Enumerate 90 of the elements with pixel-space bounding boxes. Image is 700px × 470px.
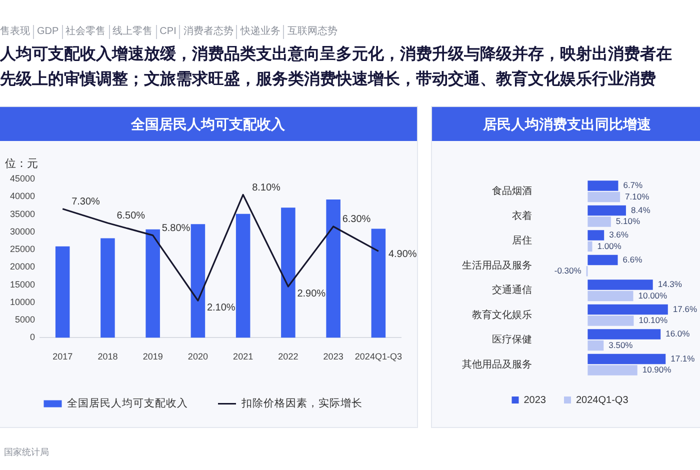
y-tick-label: 25000: [10, 244, 36, 254]
data-label: 17.1%: [670, 353, 696, 364]
bar: [588, 241, 592, 252]
y-tick-label: 0: [30, 332, 36, 342]
y-tick-label: 食品烟酒: [492, 185, 532, 198]
bar: [326, 199, 340, 338]
y-tick-label: 5000: [14, 314, 36, 325]
bar: [588, 280, 653, 290]
text: GDP: [33, 25, 62, 39]
text: 社会零售: [62, 25, 109, 39]
x-tick-label: 2021: [233, 352, 254, 362]
bar: [588, 192, 620, 202]
legend-label: 2023: [524, 394, 546, 406]
y-tick-label: 其他用品及服务: [462, 358, 532, 370]
y-tick-label: 10000: [10, 296, 36, 307]
x-tick-label: 2022: [278, 352, 298, 362]
y-tick-label: 生活用品及服务: [462, 259, 532, 272]
bar: [588, 340, 604, 351]
data-label: 4.90%: [388, 248, 417, 260]
y-tick-label: 衣着: [512, 210, 532, 222]
chart-title: 全国居民人均可支配收入: [131, 115, 285, 133]
text: CPI: [156, 25, 180, 39]
data-label: 6.30%: [342, 214, 371, 226]
x-tick-label: 2017: [52, 352, 73, 362]
text: 线上零售: [108, 25, 156, 39]
data-label: 5.80%: [162, 223, 190, 234]
bar: [371, 228, 386, 338]
data-label: 7.10%: [625, 191, 650, 202]
y-tick-label: 20000: [10, 262, 36, 272]
data-label: 3.50%: [608, 340, 634, 350]
data-label: 10.90%: [642, 364, 672, 375]
y-tick-label: 教育文化娱乐: [472, 308, 532, 321]
data-label: 17.6%: [672, 304, 698, 314]
text: 消费者态势: [179, 25, 236, 39]
bar: [55, 246, 70, 338]
bar: [588, 216, 611, 227]
y-axis-title: 位：元: [5, 157, 38, 171]
text: 国家统计局: [4, 446, 49, 458]
text: 快递业务: [236, 25, 284, 39]
bar: [588, 304, 668, 315]
bar: [588, 180, 618, 191]
data-label: 14.3%: [658, 279, 682, 290]
y-tick-label: 30000: [10, 226, 36, 236]
bar: [281, 208, 296, 338]
data-label: 7.30%: [72, 196, 100, 208]
bar: [588, 254, 618, 266]
y-tick-label: 居住: [512, 236, 532, 247]
data-label: 10.10%: [638, 315, 668, 326]
x-tick-label: 2019: [142, 352, 163, 362]
data-label: 8.4%: [630, 204, 651, 215]
data-label: 16.0%: [666, 328, 690, 339]
data-label: 2.90%: [297, 288, 326, 300]
data-label: -0.30%: [554, 266, 582, 276]
bar: [100, 238, 115, 338]
y-tick-label: 交通通信: [492, 284, 532, 296]
legend-label: 全国居民人均可支配收入: [67, 396, 188, 410]
bar: [588, 230, 604, 240]
y-tick-label: 35000: [10, 208, 36, 219]
y-tick-label: 医疗保健: [492, 334, 532, 346]
chart-title: 居民人均消费支出同比增速: [483, 115, 651, 133]
data-label: 1.00%: [597, 240, 622, 251]
x-tick-label: 2020: [188, 352, 208, 362]
data-label: 10.00%: [638, 290, 668, 300]
y-tick-label: 40000: [10, 191, 36, 202]
data-label: 8.10%: [252, 182, 281, 194]
y-tick-label: 45000: [10, 173, 36, 184]
text: 人均可支配收入增速放缓，消费品类支出意向呈多元化，消费升级与降级并存，映射出消费者在先级上的审慎调整；文旅需求旺盛，服务类消费快速增长，带动交通、教育文化娱乐行业消费: [0, 44, 673, 90]
data-label: 6.7%: [623, 180, 644, 190]
bar: [236, 214, 250, 338]
bar: [588, 365, 638, 376]
bar: [190, 224, 206, 338]
y-tick-label: 15000: [10, 279, 36, 290]
data-label: 5.10%: [616, 216, 640, 226]
data-label: 3.6%: [609, 230, 629, 240]
data-label: 6.50%: [116, 210, 146, 222]
bar: [588, 354, 666, 364]
text: 互联网态势: [283, 25, 340, 39]
data-label: 2.10%: [206, 302, 236, 314]
data-label: 6.6%: [622, 254, 643, 264]
bar: [588, 329, 661, 340]
legend-label: 2024Q1-Q3: [576, 394, 629, 406]
bar: [588, 290, 634, 302]
x-tick-label: 2024Q1-Q3: [354, 352, 402, 362]
x-tick-label: 2018: [98, 352, 118, 362]
bar: [588, 316, 634, 326]
text: 售表现: [0, 25, 31, 39]
x-tick-label: 2023: [323, 352, 344, 362]
bar: [146, 229, 160, 338]
legend-label: 扣除价格因素，实际增长: [240, 396, 362, 410]
bar: [588, 205, 626, 216]
